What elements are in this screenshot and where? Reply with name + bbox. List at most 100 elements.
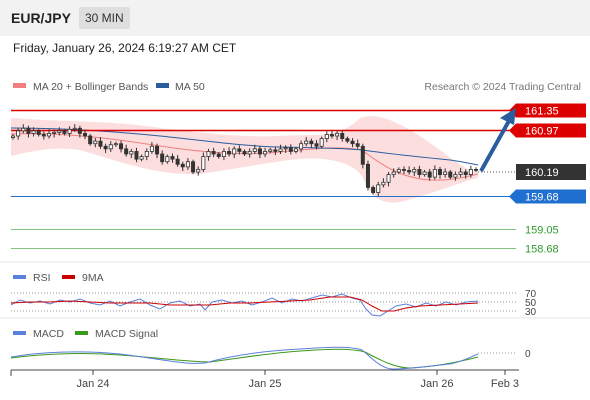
candle-body: [437, 169, 442, 175]
forecast-arrow: [479, 118, 512, 172]
x-ticks: Jan 24 Jan 25 Jan 26 Feb 3: [10, 370, 519, 390]
level-box-resistance: [516, 123, 586, 138]
candle-body: [242, 151, 247, 155]
candle-body: [407, 170, 412, 173]
current-price-label: 160.19: [525, 167, 559, 179]
level-pointer: [509, 123, 516, 138]
candle-body: [10, 135, 15, 138]
candle-body: [304, 140, 309, 145]
x-tick-label: Jan 24: [76, 378, 109, 390]
candle-body: [216, 153, 221, 157]
candle-body: [463, 171, 468, 175]
candle-body: [432, 169, 437, 178]
candle-body: [88, 135, 93, 145]
level-label: 160.97: [525, 126, 559, 138]
price-levels: 161.35 160.97 159.68 159.05 158.68: [11, 103, 586, 256]
candle-body: [31, 130, 36, 134]
candle-body: [263, 151, 268, 155]
candle-body: [221, 151, 226, 157]
ma20-legend-label: MA 20 + Bollinger Bands: [33, 81, 148, 93]
rsi-label-30: 30: [525, 307, 537, 318]
header-bar: EUR/JPY 30 MIN: [0, 0, 590, 36]
datetime-label: Friday, January 26, 2024 6:19:27 AM CET: [13, 41, 237, 55]
level-pointer: [509, 189, 516, 204]
candle-body: [319, 138, 324, 147]
candle-body: [401, 169, 406, 171]
bollinger-band: [11, 116, 478, 203]
candle-body: [381, 181, 386, 186]
candle-body: [41, 134, 46, 137]
candle-body: [232, 148, 237, 155]
candle-body: [67, 128, 72, 134]
level-label: 159.68: [525, 192, 559, 204]
candle-body: [201, 156, 206, 170]
candle-body: [196, 169, 201, 173]
candle-body: [26, 127, 31, 134]
macd-signal-legend-label: MACD Signal: [95, 328, 158, 340]
candle-body: [355, 143, 360, 147]
candle-body: [268, 149, 273, 152]
candle-body: [16, 130, 21, 137]
rsi-legend-swatch: [13, 275, 26, 279]
macd-legend-label: MACD: [33, 328, 64, 340]
rsi-legend-label: RSI: [33, 272, 51, 284]
candle-body: [458, 171, 463, 175]
candle-body: [278, 148, 283, 152]
candle-body: [83, 133, 88, 137]
macd-line: [10, 346, 479, 370]
level-label: 159.05: [525, 225, 559, 237]
candle-body: [257, 148, 262, 155]
candle-body: [124, 148, 129, 155]
candle-body: [365, 163, 370, 188]
rsi-ma-legend-swatch: [62, 275, 75, 279]
candle-body: [175, 158, 180, 165]
candle-body: [149, 145, 154, 152]
candle-body: [36, 130, 41, 135]
candle-body: [376, 184, 381, 193]
candle-body: [360, 145, 365, 165]
candle-body: [47, 133, 52, 137]
x-tick-label: Jan 25: [248, 378, 281, 390]
candle-body: [72, 127, 77, 130]
candlesticks: [10, 124, 478, 197]
candle-body: [473, 169, 478, 171]
candle-body: [191, 161, 196, 173]
candle-body: [237, 148, 242, 152]
candle-body: [180, 163, 185, 168]
candle-body: [211, 151, 216, 155]
copyright-label: Research © 2024 Trading Central: [424, 81, 581, 93]
candle-body: [144, 151, 149, 157]
candle-body: [329, 134, 334, 137]
candle-body: [422, 171, 427, 175]
level-box-resistance: [516, 103, 586, 118]
timeframe-button[interactable]: 30 MIN: [79, 7, 130, 29]
candle-body: [443, 171, 448, 175]
level-box-support: [516, 189, 586, 204]
candle-body: [448, 171, 453, 178]
candle-body: [288, 147, 293, 152]
candle-body: [391, 171, 396, 175]
candle-body: [108, 144, 113, 150]
rsi-label-50: 50: [525, 298, 537, 309]
macd-zero-label: 0: [525, 349, 531, 360]
level-label: 161.35: [525, 106, 559, 118]
candle-body: [103, 145, 108, 150]
candle-body: [314, 143, 319, 147]
candle-body: [139, 156, 144, 160]
level-label: 158.68: [525, 244, 559, 256]
candle-body: [119, 143, 124, 150]
candle-body: [62, 130, 67, 134]
candle-body: [340, 133, 345, 139]
ma50-legend-label: MA 50: [175, 81, 205, 93]
candle-body: [386, 174, 391, 183]
candle-body: [309, 140, 314, 145]
candle-body: [252, 148, 257, 152]
macd-legend-swatch: [13, 331, 26, 335]
candle-body: [412, 169, 417, 173]
candle-body: [57, 130, 62, 133]
rsi-label-70: 70: [525, 289, 537, 300]
candle-body: [417, 169, 422, 175]
candle-body: [98, 140, 103, 147]
symbol-title: EUR/JPY: [11, 10, 71, 26]
